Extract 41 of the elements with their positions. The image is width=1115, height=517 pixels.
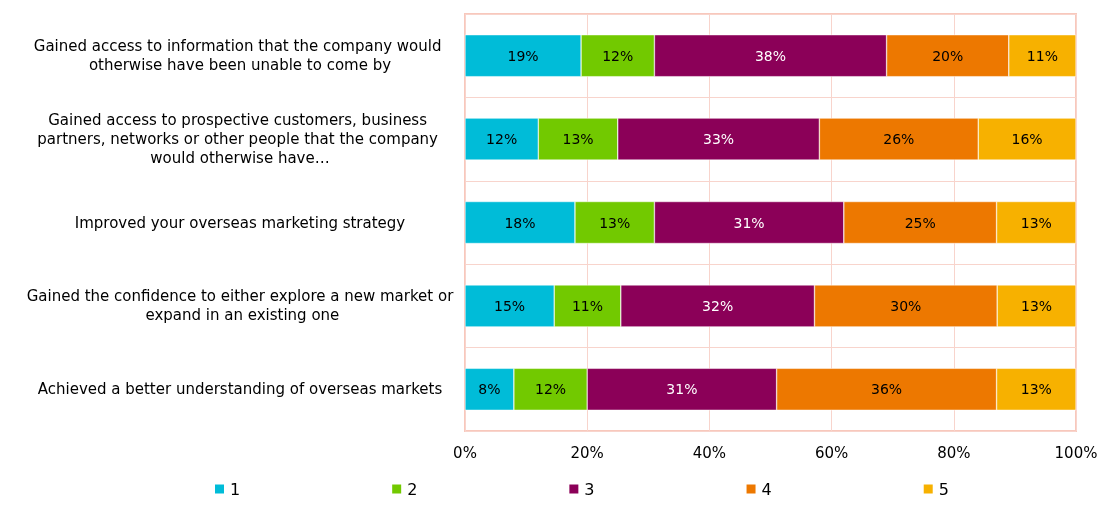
x-tick-label: 100% xyxy=(1054,443,1098,462)
data-label: 13% xyxy=(1021,297,1053,314)
data-label: 36% xyxy=(871,381,903,398)
data-label: 30% xyxy=(890,297,922,314)
data-label: 13% xyxy=(562,131,594,148)
x-tick-label: 60% xyxy=(814,443,849,462)
legend-label: 1 xyxy=(230,479,241,499)
legend-label: 5 xyxy=(938,479,949,499)
data-label: 11% xyxy=(1026,47,1058,64)
data-label: 31% xyxy=(733,214,765,231)
data-label: 15% xyxy=(494,297,526,314)
data-label: 8% xyxy=(478,381,501,398)
y-tick-label: Gained access to prospective customers, business partners, networks or other people that the company would otherwise have… xyxy=(37,111,443,168)
data-label: 18% xyxy=(504,214,536,231)
y-tick-label: Achieved a better understanding of overseas markets xyxy=(37,380,443,399)
data-label: 38% xyxy=(754,47,787,64)
data-label: 13% xyxy=(1020,214,1052,231)
x-tick-label: 20% xyxy=(570,443,604,462)
data-label: 31% xyxy=(666,381,698,398)
data-label: 12% xyxy=(602,47,634,64)
data-label: 11% xyxy=(571,297,604,314)
y-tick-label: Gained access to information that the company would otherwise have been unable to come by xyxy=(33,37,447,75)
legend-label: 2 xyxy=(407,479,418,499)
x-tick-label: 80% xyxy=(937,443,971,462)
legend-label: 3 xyxy=(584,479,595,499)
data-label: 26% xyxy=(883,131,915,148)
legend-label: 4 xyxy=(761,479,772,499)
data-label: 12% xyxy=(486,131,518,148)
data-label: 16% xyxy=(1011,131,1043,148)
y-tick-label: Gained the confidence to either explore a new market or expand in an existing one xyxy=(26,287,455,325)
data-label: 20% xyxy=(932,47,964,64)
data-label: 19% xyxy=(507,47,539,64)
data-label: 33% xyxy=(703,131,735,148)
data-label: 13% xyxy=(1020,381,1052,398)
data-label: 25% xyxy=(904,214,936,231)
data-label: 13% xyxy=(599,214,631,231)
x-tick-label: 0% xyxy=(453,443,477,462)
y-tick-label: Improved your overseas marketing strategy xyxy=(74,213,406,232)
data-label: 32% xyxy=(702,297,734,314)
x-tick-label: 40% xyxy=(692,443,727,462)
data-label: 12% xyxy=(534,381,567,398)
